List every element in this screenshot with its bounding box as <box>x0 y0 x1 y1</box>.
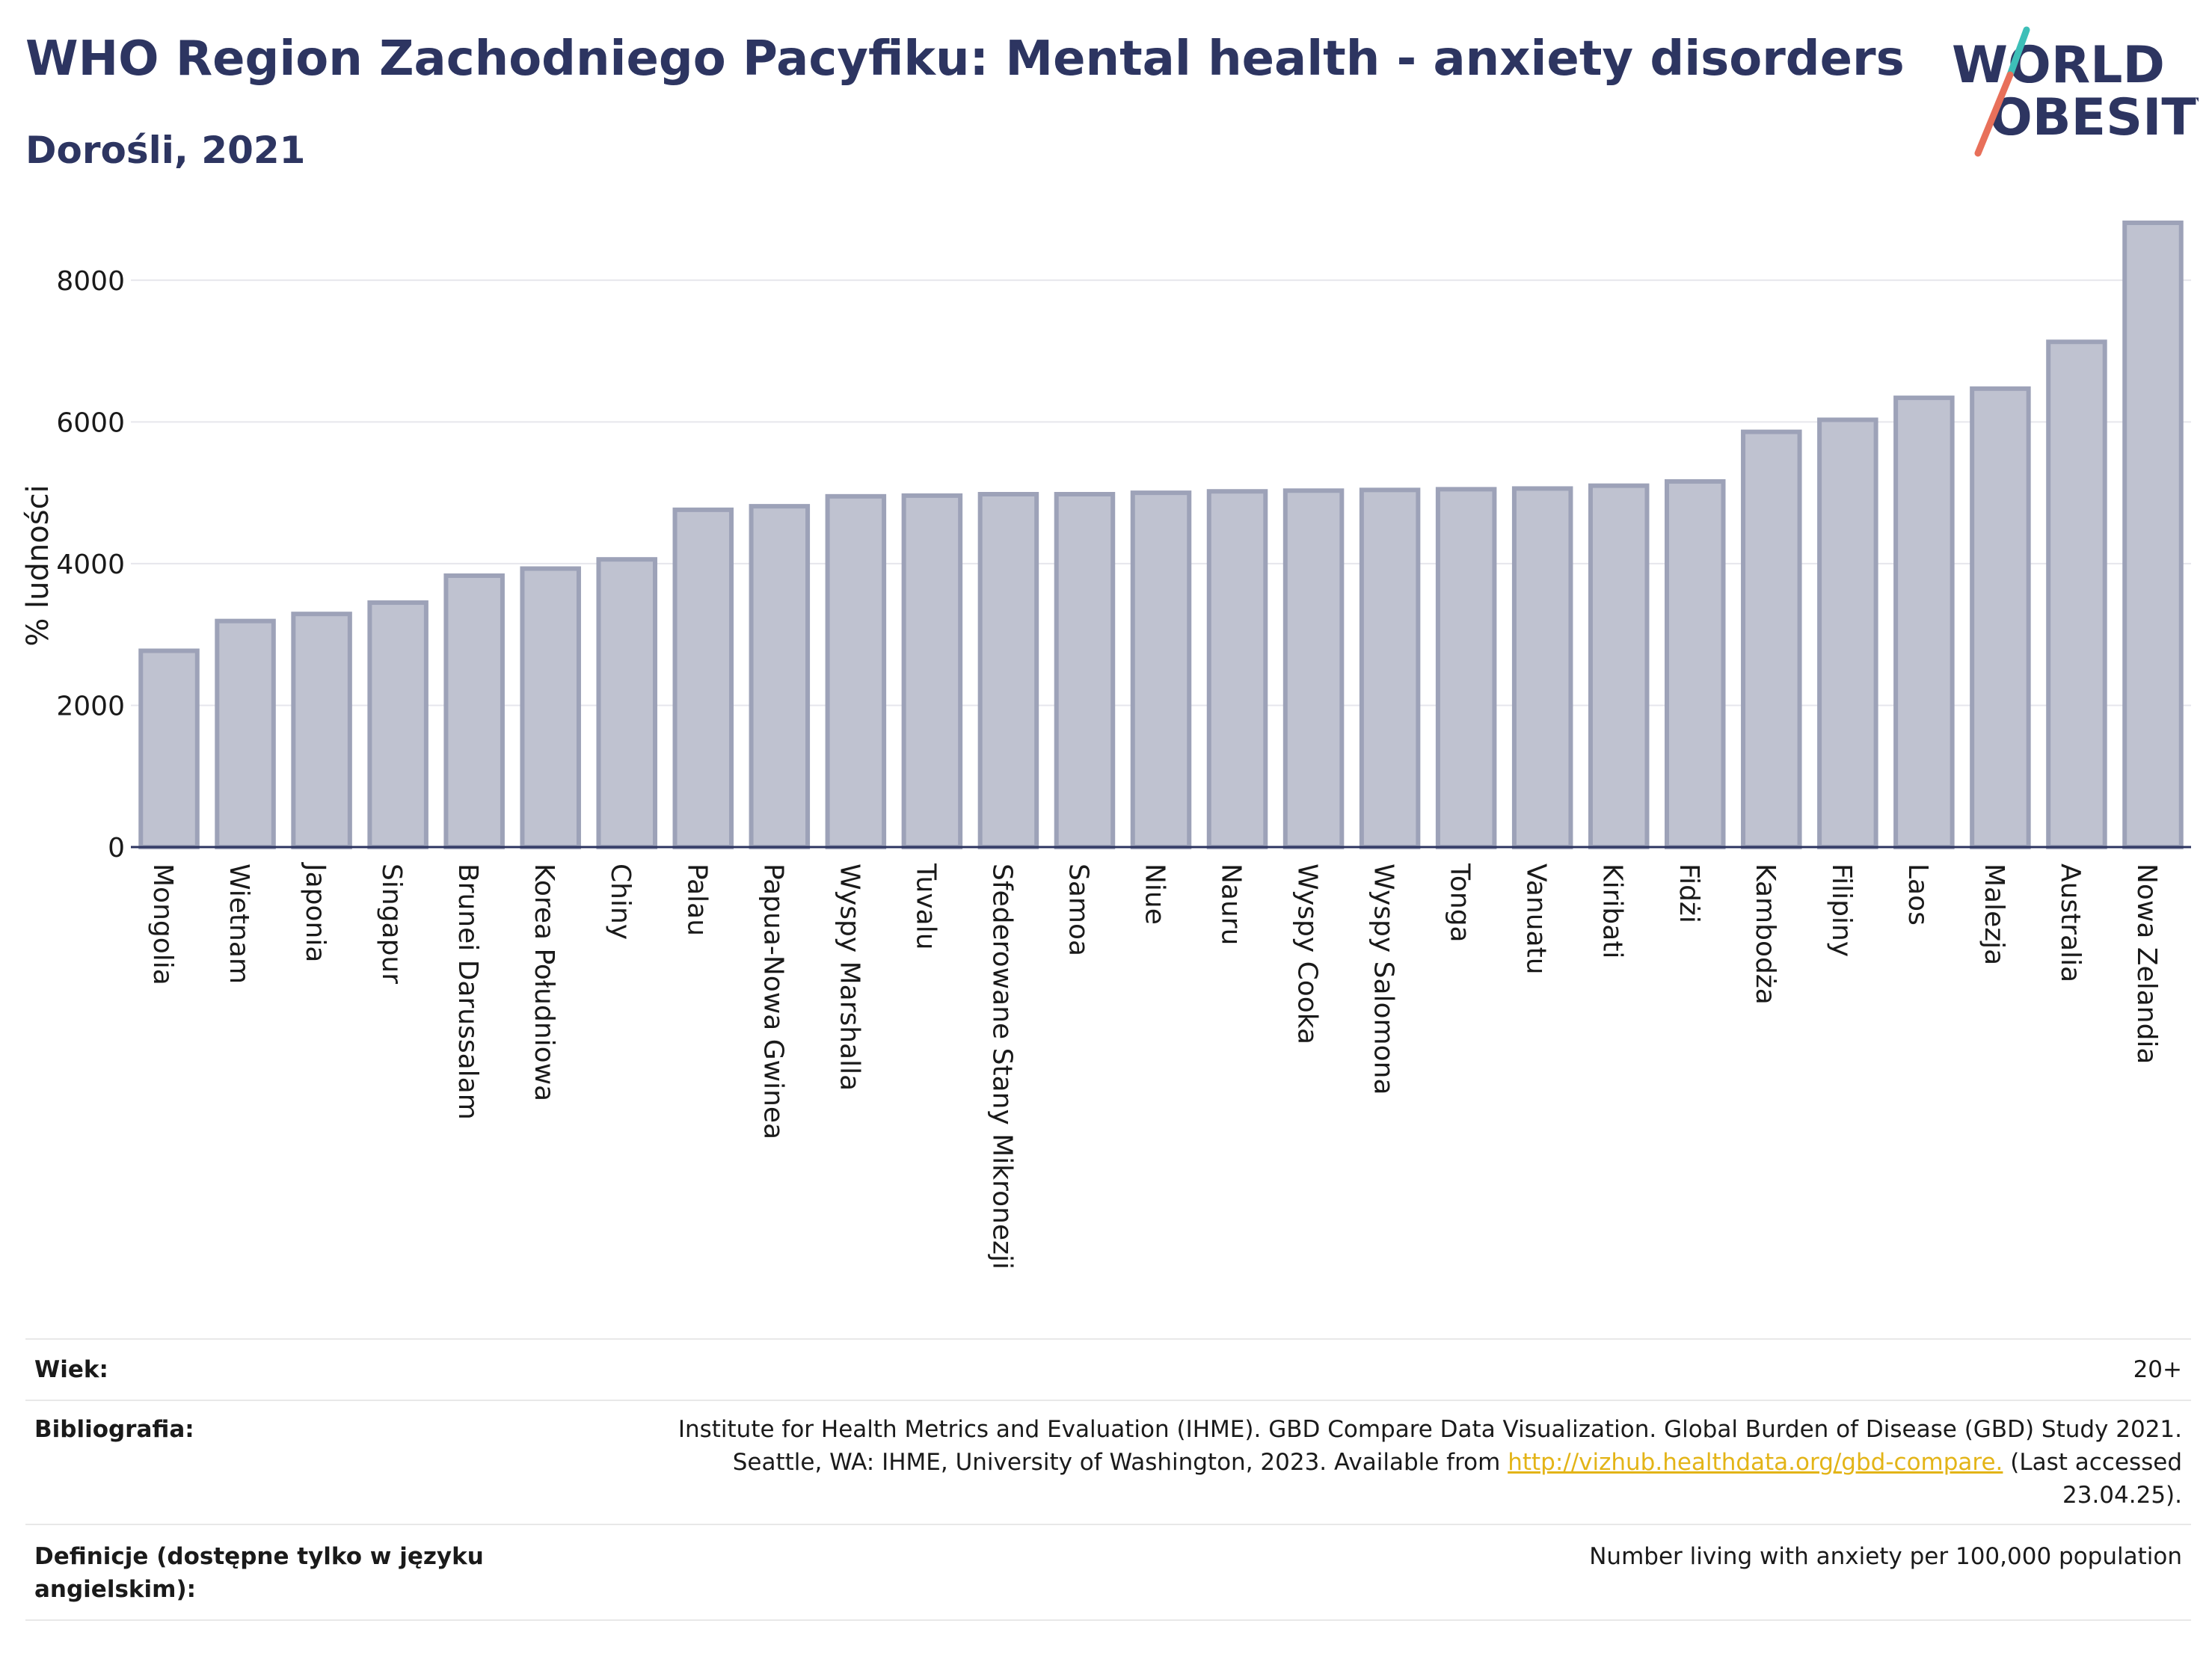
x-tick-label: Nauru <box>1216 864 1247 945</box>
page-title: WHO Region Zachodniego Pacyfiku: Mental … <box>25 31 1905 87</box>
y-tick-label: 8000 <box>56 266 125 297</box>
bar <box>672 507 734 849</box>
bar <box>825 493 887 849</box>
x-tick-label: Chiny <box>605 864 636 940</box>
x-tick-label: Laos <box>1902 864 1933 926</box>
bibliography-line-2-text: Seattle, WA: IHME, University of Washing… <box>732 1449 1508 1476</box>
bar <box>367 600 428 849</box>
bar <box>1970 386 2031 849</box>
bibliography-link[interactable]: http://vizhub.healthdata.org/gbd-compare… <box>1508 1449 2003 1476</box>
x-tick-label: Tuvalu <box>910 863 941 950</box>
x-tick-label: Palau <box>681 864 712 936</box>
bibliography-value: Institute for Health Metrics and Evaluat… <box>678 1413 2182 1512</box>
bar <box>1665 478 1726 849</box>
x-tick-label: Brunei Darussalam <box>452 864 483 1120</box>
bar <box>1206 489 1268 850</box>
x-tick-label: Fidżi <box>1674 864 1704 923</box>
bar <box>1588 483 1650 850</box>
logo-line-1: WORLD <box>1952 36 2165 95</box>
x-tick-label: Niue <box>1140 864 1170 925</box>
bar <box>1282 488 1345 849</box>
y-tick-label: 0 <box>108 833 125 864</box>
definitions-label: Definicje (dostępne tylko w języku angie… <box>34 1540 484 1606</box>
bar <box>901 493 963 849</box>
x-tick-label: Tonga <box>1445 863 1475 943</box>
bibliography-line-2: Seattle, WA: IHME, University of Washing… <box>678 1446 2182 1479</box>
y-tick-label: 2000 <box>56 691 125 721</box>
x-tick-label: Filipiny <box>1826 864 1857 957</box>
x-tick-label: Japonia <box>300 862 331 962</box>
meta-row-bibliography: Bibliografia: Institute for Health Metri… <box>25 1400 2191 1525</box>
y-tick-label: 6000 <box>56 407 125 438</box>
bar <box>1893 395 1955 849</box>
bar <box>1054 492 1116 849</box>
x-tick-label: Mongolia <box>147 864 178 985</box>
world-obesity-logo: WORLD OBESITY <box>1952 26 2199 157</box>
bar-chart: 0 2000 4000 6000 8000 Mongolia Wietnam Japonia S… <box>21 221 2191 1269</box>
bar <box>443 573 505 849</box>
bar <box>1359 487 1421 849</box>
age-value: 20+ <box>2133 1356 2182 1383</box>
meta-row-definitions: Definicje (dostępne tylko w języku angie… <box>25 1524 2191 1621</box>
bar <box>1741 429 1802 849</box>
x-tick-label: Singapur <box>376 864 407 984</box>
x-tick-label: Kiribati <box>1597 864 1628 958</box>
x-tick-label: Papua-Nowa Gwinea <box>758 864 788 1139</box>
y-tick-label: 4000 <box>56 550 125 580</box>
x-tick-label: Wyspy Salomona <box>1368 864 1399 1095</box>
x-tick-label: Nowa Zelandia <box>2131 864 2162 1065</box>
definitions-value: Number living with anxiety per 100,000 p… <box>1589 1543 2182 1570</box>
definitions-label-line-2: angielskim): <box>34 1576 197 1603</box>
definitions-label-line-1: Definicje (dostępne tylko w języku <box>34 1543 484 1570</box>
x-tick-label: Malezja <box>1979 864 2009 965</box>
bar <box>2046 339 2107 849</box>
bar <box>1511 486 1573 849</box>
bar <box>138 648 200 850</box>
age-label: Wiek: <box>34 1356 108 1383</box>
bibliography-line-3: 23.04.25). <box>2062 1482 2182 1509</box>
x-tick-label: Kambodża <box>1750 864 1781 1005</box>
bar <box>215 618 276 849</box>
bar <box>1817 417 1878 849</box>
logo-slash-coral <box>1974 71 2014 157</box>
x-tick-label: Wyspy Marshalla <box>834 864 864 1091</box>
bar <box>596 557 657 849</box>
bar <box>749 504 811 849</box>
bar <box>1435 487 1497 849</box>
page-subtitle: Dorośli, 2021 <box>25 129 306 172</box>
bibliography-label: Bibliografia: <box>34 1416 194 1443</box>
bar <box>520 566 581 849</box>
logo-slash-teal <box>2006 26 2030 79</box>
x-tick-label: Wyspy Cooka <box>1292 864 1323 1044</box>
meta-row-age: Wiek: 20+ <box>25 1338 2191 1401</box>
x-tick-label: Vanuatu <box>1521 864 1552 975</box>
x-tick-label: Australia <box>2055 864 2086 982</box>
y-axis-title: % ludności <box>21 484 55 646</box>
x-tick-label: Korea Południowa <box>529 864 559 1101</box>
bibliography-line-2-suffix: (Last accessed <box>2003 1449 2182 1476</box>
x-tick-label: Samoa <box>1063 864 1093 956</box>
x-tick-label: Wietnam <box>224 864 254 984</box>
bar <box>977 492 1039 849</box>
bar <box>1130 490 1192 849</box>
bar <box>291 612 352 849</box>
bibliography-line-1: Institute for Health Metrics and Evaluat… <box>678 1416 2182 1443</box>
bar <box>2122 221 2184 850</box>
x-tick-label: Sfederowane Stany Mikronezji <box>986 864 1017 1269</box>
logo-line-2: OBESITY <box>1989 88 2199 147</box>
